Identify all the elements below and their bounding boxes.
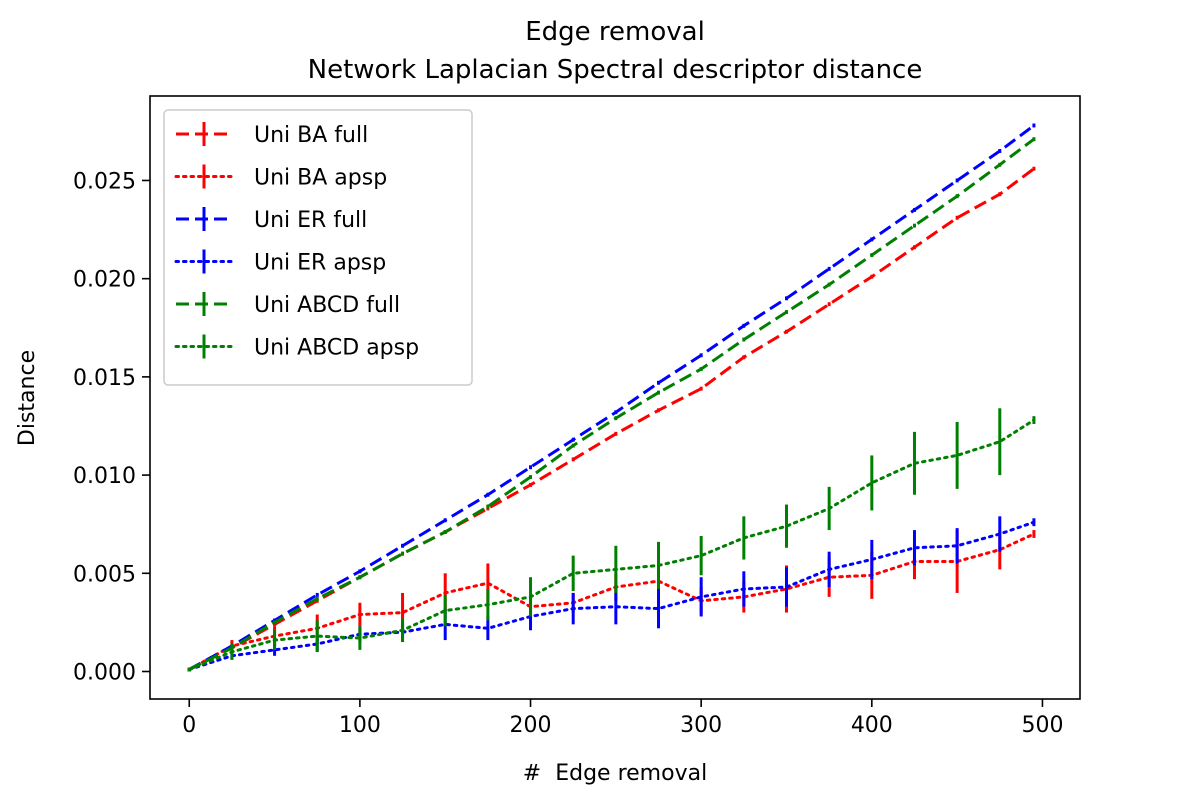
y-axis-label: Distance: [15, 350, 40, 446]
x-tick-label: 400: [851, 713, 893, 738]
y-tick-label: 0.025: [73, 169, 136, 194]
legend-box: [163, 109, 473, 386]
y-tick-label: 0.015: [73, 366, 136, 391]
x-tick-label: 0: [182, 713, 196, 738]
y-tick-label: 0.010: [73, 464, 136, 489]
legend-label-4: Uni ABCD full: [254, 293, 400, 318]
plot-area: [187, 123, 1036, 672]
x-tick-label: 300: [680, 713, 722, 738]
legend-label-1: Uni BA apsp: [254, 166, 387, 191]
x-axis: 0 100 200 300 400 500: [182, 699, 1063, 738]
legend: Uni BA full Uni BA apsp Uni ER full Uni ER …: [163, 109, 473, 386]
x-tick-label: 500: [1021, 713, 1063, 738]
x-tick-label: 200: [510, 713, 552, 738]
x-tick-label: 100: [339, 713, 381, 738]
legend-label-0: Uni BA full: [254, 123, 368, 148]
legend-label-2: Uni ER full: [254, 208, 367, 233]
y-axis: 0.000 0.005 0.010 0.015 0.020 0.025: [73, 169, 150, 686]
x-axis-label: # Edge removal: [523, 761, 707, 786]
plot-frame: [149, 95, 1081, 700]
y-tick-label: 0.005: [73, 562, 136, 587]
chart-subtitle: Network Laplacian Spectral descriptor di…: [308, 55, 923, 85]
legend-label-5: Uni ABCD apsp: [254, 336, 419, 361]
y-tick-label: 0.020: [73, 268, 136, 293]
legend-label-3: Uni ER apsp: [254, 251, 386, 276]
chart-title: Edge removal: [525, 17, 705, 47]
y-tick-label: 0.000: [73, 661, 136, 686]
